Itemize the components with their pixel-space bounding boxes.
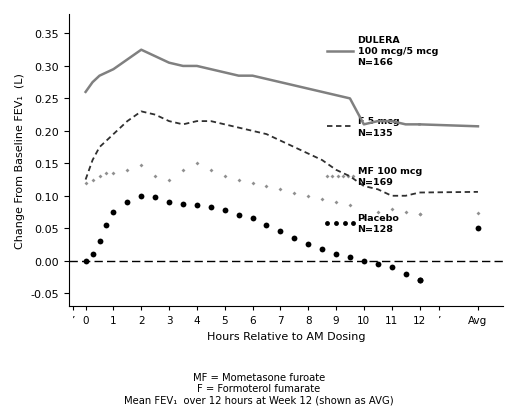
Text: DULERA
100 mcg/5 mcg
N=166: DULERA 100 mcg/5 mcg N=166 — [357, 36, 438, 67]
X-axis label: Hours Relative to AM Dosing: Hours Relative to AM Dosing — [207, 331, 365, 341]
Text: MF 100 mcg
N=169: MF 100 mcg N=169 — [357, 166, 422, 187]
Text: F 5 mcg
N=135: F 5 mcg N=135 — [357, 117, 399, 137]
Y-axis label: Change From Baseline FEV₁  (L): Change From Baseline FEV₁ (L) — [15, 73, 25, 248]
Text: Placebo
N=128: Placebo N=128 — [357, 213, 399, 234]
Text: MF = Mometasone furoate
F = Formoterol fumarate
Mean FEV₁  over 12 hours at Week: MF = Mometasone furoate F = Formoterol f… — [124, 372, 394, 405]
